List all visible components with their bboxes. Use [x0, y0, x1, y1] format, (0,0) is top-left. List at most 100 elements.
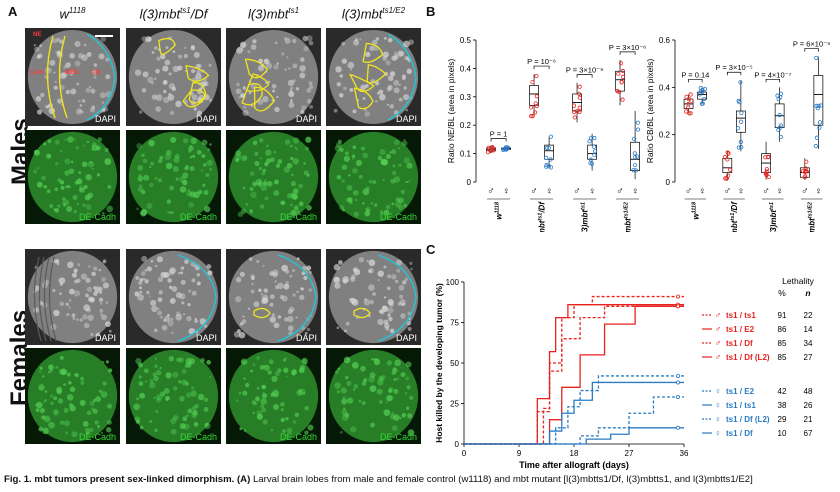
pvalue-label: P = 4×10⁻⁷	[754, 70, 791, 79]
pvalue-label: P = 3×10⁻⁵	[715, 63, 752, 72]
lethality-n: 34	[804, 339, 813, 348]
male-symbol: ♂	[801, 186, 809, 197]
y-tick-label: 0.1	[460, 150, 472, 159]
data-point	[764, 166, 770, 172]
micrograph-male-dapi-3: DAPI	[326, 28, 421, 126]
region-label-lan: LAN	[31, 70, 44, 76]
data-point	[592, 149, 598, 154]
caption-text: Larval brain lobes from male and female …	[250, 474, 753, 485]
male-symbol: ♂	[685, 186, 693, 197]
micrograph-female-decad-2: DE-Cadh	[226, 348, 321, 444]
lethality-n: 26	[804, 401, 813, 410]
data-point	[632, 151, 637, 156]
data-point	[620, 97, 625, 102]
column-title-sup: ts1/E2	[382, 6, 406, 15]
data-point	[620, 68, 626, 74]
data-point	[700, 101, 705, 106]
data-point	[737, 100, 742, 105]
data-point	[544, 145, 550, 150]
female-symbol: ♀	[631, 186, 639, 197]
data-point	[634, 154, 640, 159]
column-title-0: w1118	[25, 6, 120, 21]
genotype-label: l(3)mbtts1/E2	[624, 202, 633, 232]
y-tick-label: 0	[666, 178, 671, 187]
genotype-label: w1118	[495, 201, 504, 220]
data-point	[777, 113, 782, 118]
data-point	[529, 114, 534, 119]
dapi-label: DAPI	[195, 333, 217, 343]
x-tick-label: 9	[517, 449, 522, 458]
lethality-n: 67	[804, 429, 813, 438]
lethality-title: Lethality	[782, 276, 814, 286]
legend-series-name: ts1 / Df (L2)	[726, 353, 770, 362]
region-label-med: MED	[65, 70, 79, 76]
data-point	[577, 109, 582, 115]
genotype-label: l(3)mbtts1/Df	[538, 201, 547, 232]
box-female-1	[735, 80, 746, 152]
data-point	[530, 113, 535, 119]
female-symbol: ♀	[715, 428, 722, 438]
genotype-label: w1118	[691, 201, 700, 220]
y-tick-label: 0	[455, 440, 460, 449]
decad-label: DE-Cadh	[78, 432, 116, 442]
survival-curve-male-1	[464, 304, 684, 445]
data-point	[548, 134, 554, 139]
genotype-label: l(3)mbtts1/E2	[808, 202, 817, 232]
region-label-cb: CB	[91, 70, 100, 76]
y-tick-label: 0.5	[460, 36, 472, 45]
data-point	[529, 105, 534, 110]
dapi-label: DAPI	[295, 333, 317, 343]
legend-series-name: ts1 / E2	[726, 325, 755, 334]
legend-row-male-1: ♂ ts1 / E2 86 14	[702, 324, 813, 334]
x-tick-label: 18	[570, 449, 579, 458]
censor-mark	[675, 373, 680, 378]
box-male-2	[761, 141, 771, 180]
micrograph-male-dapi-2: DAPI	[226, 28, 321, 126]
data-point	[635, 120, 640, 125]
data-point	[633, 163, 638, 168]
x-tick-label: 0	[462, 449, 467, 458]
y-tick-label: 0.4	[460, 64, 472, 73]
column-title-sup: ts1	[180, 6, 191, 15]
data-point	[764, 171, 769, 176]
data-point	[587, 139, 592, 144]
pvalue-bracket	[765, 78, 780, 83]
panel-a-letter: A	[8, 4, 18, 19]
data-point	[778, 134, 784, 140]
data-point	[635, 127, 641, 132]
data-point	[686, 97, 692, 102]
data-point	[530, 80, 535, 85]
y-axis-label: Ratio NE/BL (area in pixels)	[446, 59, 456, 164]
pvalue-bracket	[688, 78, 703, 83]
genotype-label: l(3)mbtts1/Df	[730, 201, 739, 232]
micrograph-female-decad-0: DE-Cadh	[25, 348, 120, 444]
data-point	[735, 126, 741, 131]
data-point	[546, 145, 551, 151]
data-point	[571, 103, 577, 108]
data-point	[739, 119, 744, 124]
boxplot-chart-0: 0 0.1 0.2 0.3 0.4 0.5 Ratio NE/BL (area in pix…	[446, 36, 646, 232]
legend-series-name: ts1 / ts1	[726, 311, 756, 320]
figure-caption: Fig. 1. mbt tumors present sex-linked di…	[4, 474, 838, 485]
data-point	[739, 110, 744, 116]
male-symbol: ♂	[530, 186, 538, 197]
y-axis-label: Ratio CB/BL (area in pixels)	[645, 59, 655, 164]
data-point	[700, 87, 705, 92]
legend-row-female-7: ♀ ts1 / Df 10 67	[702, 428, 813, 438]
pvalue-bracket	[576, 74, 593, 78]
survival-curve-male-0	[464, 295, 684, 445]
pvalue-label: P = 10⁻⁶	[527, 57, 556, 66]
male-symbol: ♂	[715, 324, 722, 334]
column-title-1: l(3)mbtts1/Df	[126, 6, 221, 21]
y-axis-label: Host killed by the developing tumor (%)	[434, 283, 444, 443]
lethality-pct: 38	[778, 401, 787, 410]
male-symbol: ♂	[724, 186, 732, 197]
data-point	[814, 103, 819, 108]
data-point	[534, 94, 539, 99]
x-tick-label: 36	[680, 449, 689, 458]
data-point	[817, 125, 822, 130]
data-point	[615, 88, 620, 94]
boxplot-chart-1: 0 0.2 0.4 0.6 Ratio CB/BL (area in pixels) ♂ ♀…	[645, 36, 830, 232]
female-symbol: ♀	[715, 400, 722, 410]
caption-label: Fig. 1.	[4, 474, 32, 485]
